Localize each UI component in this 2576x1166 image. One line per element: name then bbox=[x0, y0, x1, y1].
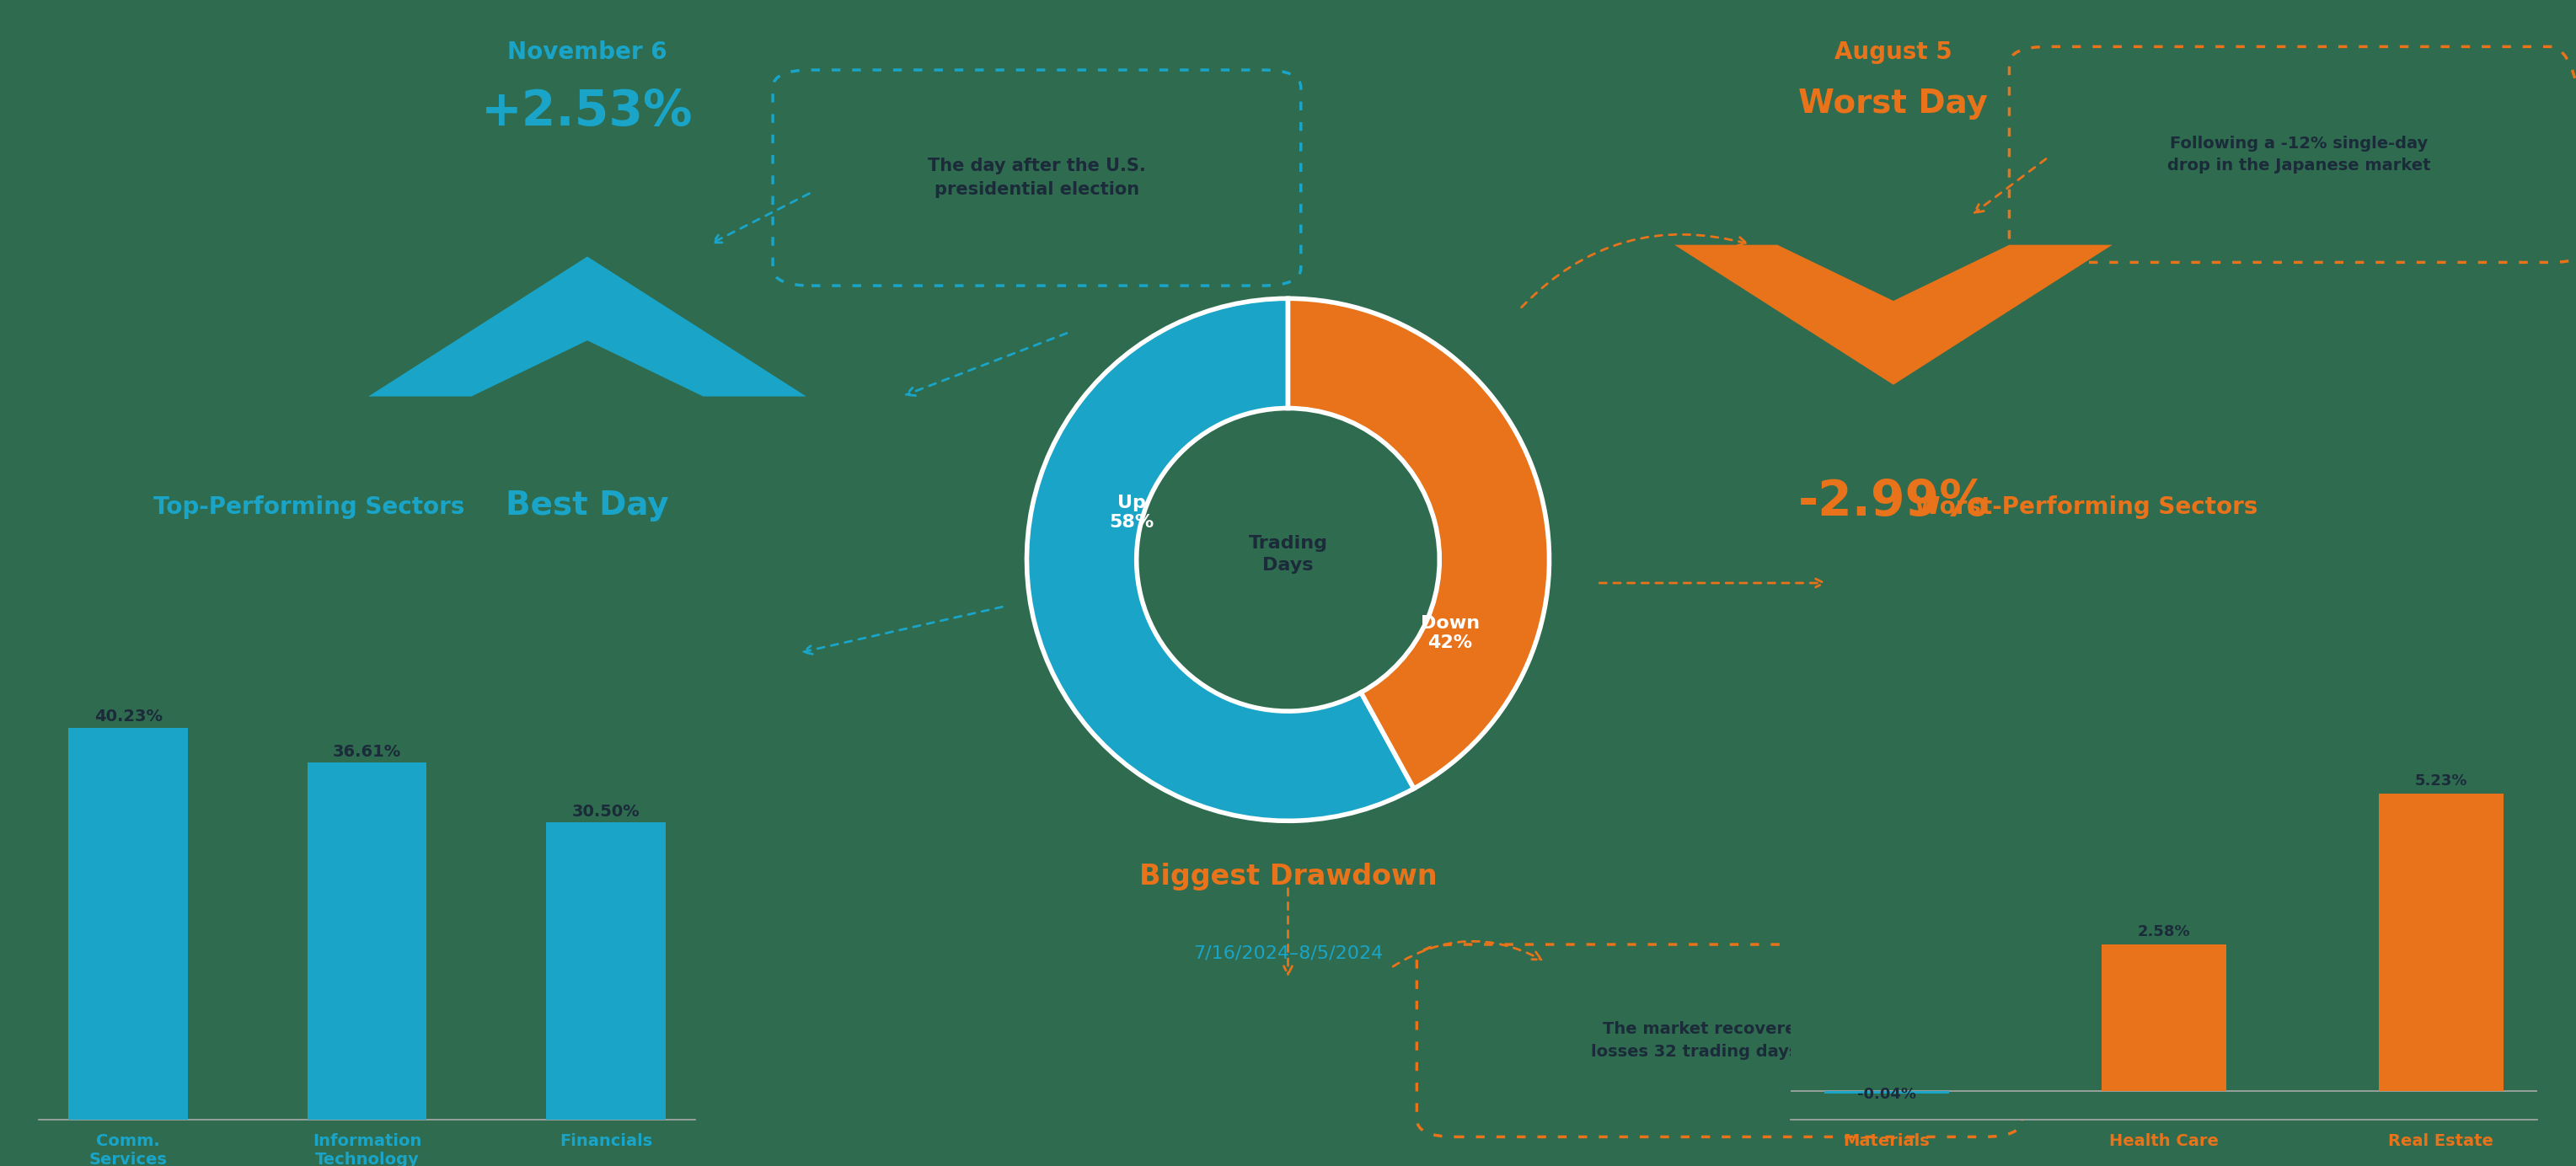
Bar bbox=[70, 728, 188, 1119]
Bar bbox=[307, 763, 428, 1119]
Text: Top-Performing Sectors: Top-Performing Sectors bbox=[155, 496, 464, 519]
Text: November 6: November 6 bbox=[507, 41, 667, 64]
Bar bbox=[2378, 793, 2504, 1091]
Text: Worst-Performing Sectors: Worst-Performing Sectors bbox=[1914, 496, 2259, 519]
Text: -0.04%: -0.04% bbox=[1857, 1087, 1917, 1102]
Text: 40.23%: 40.23% bbox=[95, 709, 162, 724]
Text: +2.53%: +2.53% bbox=[482, 87, 693, 135]
Text: Trading
Days: Trading Days bbox=[1249, 535, 1327, 574]
Text: Following a -12% single-day
drop in the Japanese market: Following a -12% single-day drop in the … bbox=[2166, 135, 2432, 174]
Text: Down
42%: Down 42% bbox=[1419, 614, 1479, 651]
Text: Up
58%: Up 58% bbox=[1108, 494, 1154, 531]
Text: 30.50%: 30.50% bbox=[572, 803, 639, 820]
Text: 5.23%: 5.23% bbox=[2414, 773, 2468, 788]
Text: 36.61%: 36.61% bbox=[332, 744, 402, 760]
Text: Best Day: Best Day bbox=[505, 490, 670, 521]
Text: 2.58%: 2.58% bbox=[2138, 925, 2190, 940]
Polygon shape bbox=[368, 257, 806, 396]
Polygon shape bbox=[1674, 245, 2112, 385]
Text: The day after the U.S.
presidential election: The day after the U.S. presidential elec… bbox=[927, 157, 1146, 198]
Text: Biggest Drawdown: Biggest Drawdown bbox=[1139, 863, 1437, 891]
Text: Worst Day: Worst Day bbox=[1798, 87, 1989, 119]
Text: The market recovered its
losses 32 trading days later: The market recovered its losses 32 tradi… bbox=[1592, 1021, 1847, 1060]
Text: 7/16/2024–8/5/2024: 7/16/2024–8/5/2024 bbox=[1193, 944, 1383, 961]
Text: August 5: August 5 bbox=[1834, 41, 1953, 64]
Wedge shape bbox=[1028, 298, 1414, 821]
Wedge shape bbox=[1288, 298, 1548, 788]
Bar bbox=[2102, 944, 2226, 1091]
Text: -8.45%: -8.45% bbox=[1188, 735, 1388, 785]
Bar bbox=[1824, 1091, 1950, 1094]
Text: -2.99%: -2.99% bbox=[1798, 478, 1989, 526]
Bar bbox=[546, 822, 665, 1119]
